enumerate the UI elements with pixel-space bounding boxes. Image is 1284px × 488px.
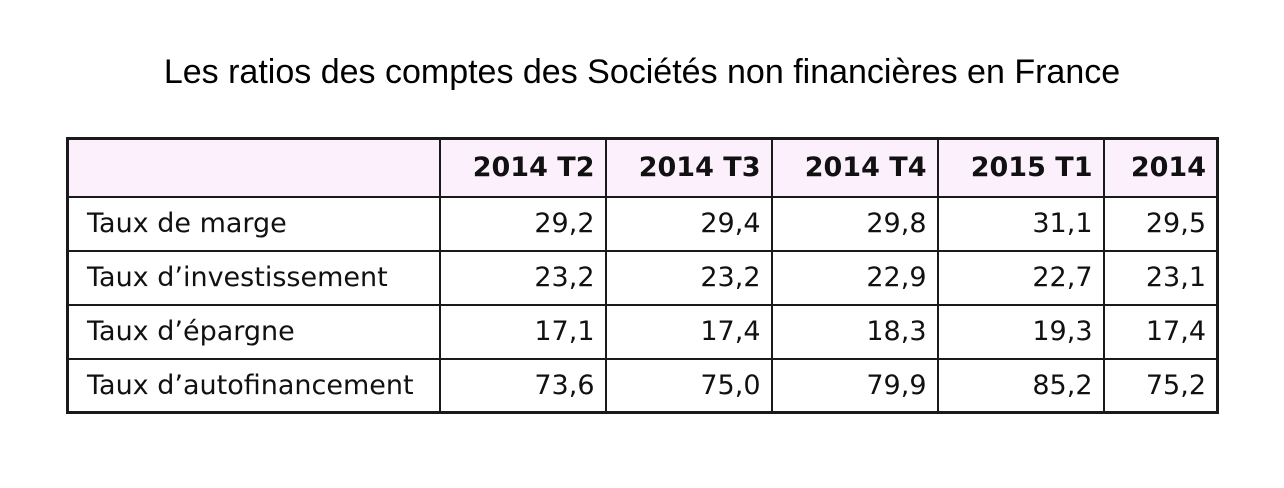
table-row: Taux d’autofinancement 73,6 75,0 79,9 85… (66, 357, 1219, 414)
table-cell: 18,3 (770, 303, 939, 360)
table-cell: 85,2 (936, 357, 1105, 414)
ratios-table: 2014 T2 2014 T3 2014 T4 2015 T1 2014 Tau… (66, 137, 1219, 414)
table-cell: 17,4 (1102, 303, 1219, 360)
header-corner-cell (66, 137, 441, 198)
row-label-taux-epargne: Taux d’épargne (66, 303, 441, 360)
table-cell: 75,0 (604, 357, 773, 414)
table-row: Taux de marge 29,2 29,4 29,8 31,1 29,5 (66, 195, 1219, 252)
row-label-taux-de-marge: Taux de marge (66, 195, 441, 252)
table-cell: 79,9 (770, 357, 939, 414)
row-label-taux-autofinancement: Taux d’autofinancement (66, 357, 441, 414)
table-cell: 23,2 (604, 249, 773, 306)
table-cell: 23,2 (438, 249, 607, 306)
table-cell: 29,8 (770, 195, 939, 252)
table-cell: 29,5 (1102, 195, 1219, 252)
table-cell: 31,1 (936, 195, 1105, 252)
table-row: Taux d’épargne 17,1 17,4 18,3 19,3 17,4 (66, 303, 1219, 360)
table-cell: 19,3 (936, 303, 1105, 360)
header-2015-t1: 2015 T1 (936, 137, 1105, 198)
page-title: Les ratios des comptes des Sociétés non … (163, 53, 1121, 91)
table-cell: 23,1 (1102, 249, 1219, 306)
table-cell: 22,7 (936, 249, 1105, 306)
table-cell: 29,4 (604, 195, 773, 252)
header-2014-t3: 2014 T3 (604, 137, 773, 198)
table-cell: 17,1 (438, 303, 607, 360)
row-label-taux-investissement: Taux d’investissement (66, 249, 441, 306)
header-2014-t2: 2014 T2 (438, 137, 607, 198)
table-cell: 29,2 (438, 195, 607, 252)
table-cell: 73,6 (438, 357, 607, 414)
table-cell: 75,2 (1102, 357, 1219, 414)
header-2014-t4: 2014 T4 (770, 137, 939, 198)
table-cell: 17,4 (604, 303, 773, 360)
header-2014: 2014 (1102, 137, 1219, 198)
table-header-row: 2014 T2 2014 T3 2014 T4 2015 T1 2014 (66, 137, 1219, 198)
table-cell: 22,9 (770, 249, 939, 306)
table-row: Taux d’investissement 23,2 23,2 22,9 22,… (66, 249, 1219, 306)
